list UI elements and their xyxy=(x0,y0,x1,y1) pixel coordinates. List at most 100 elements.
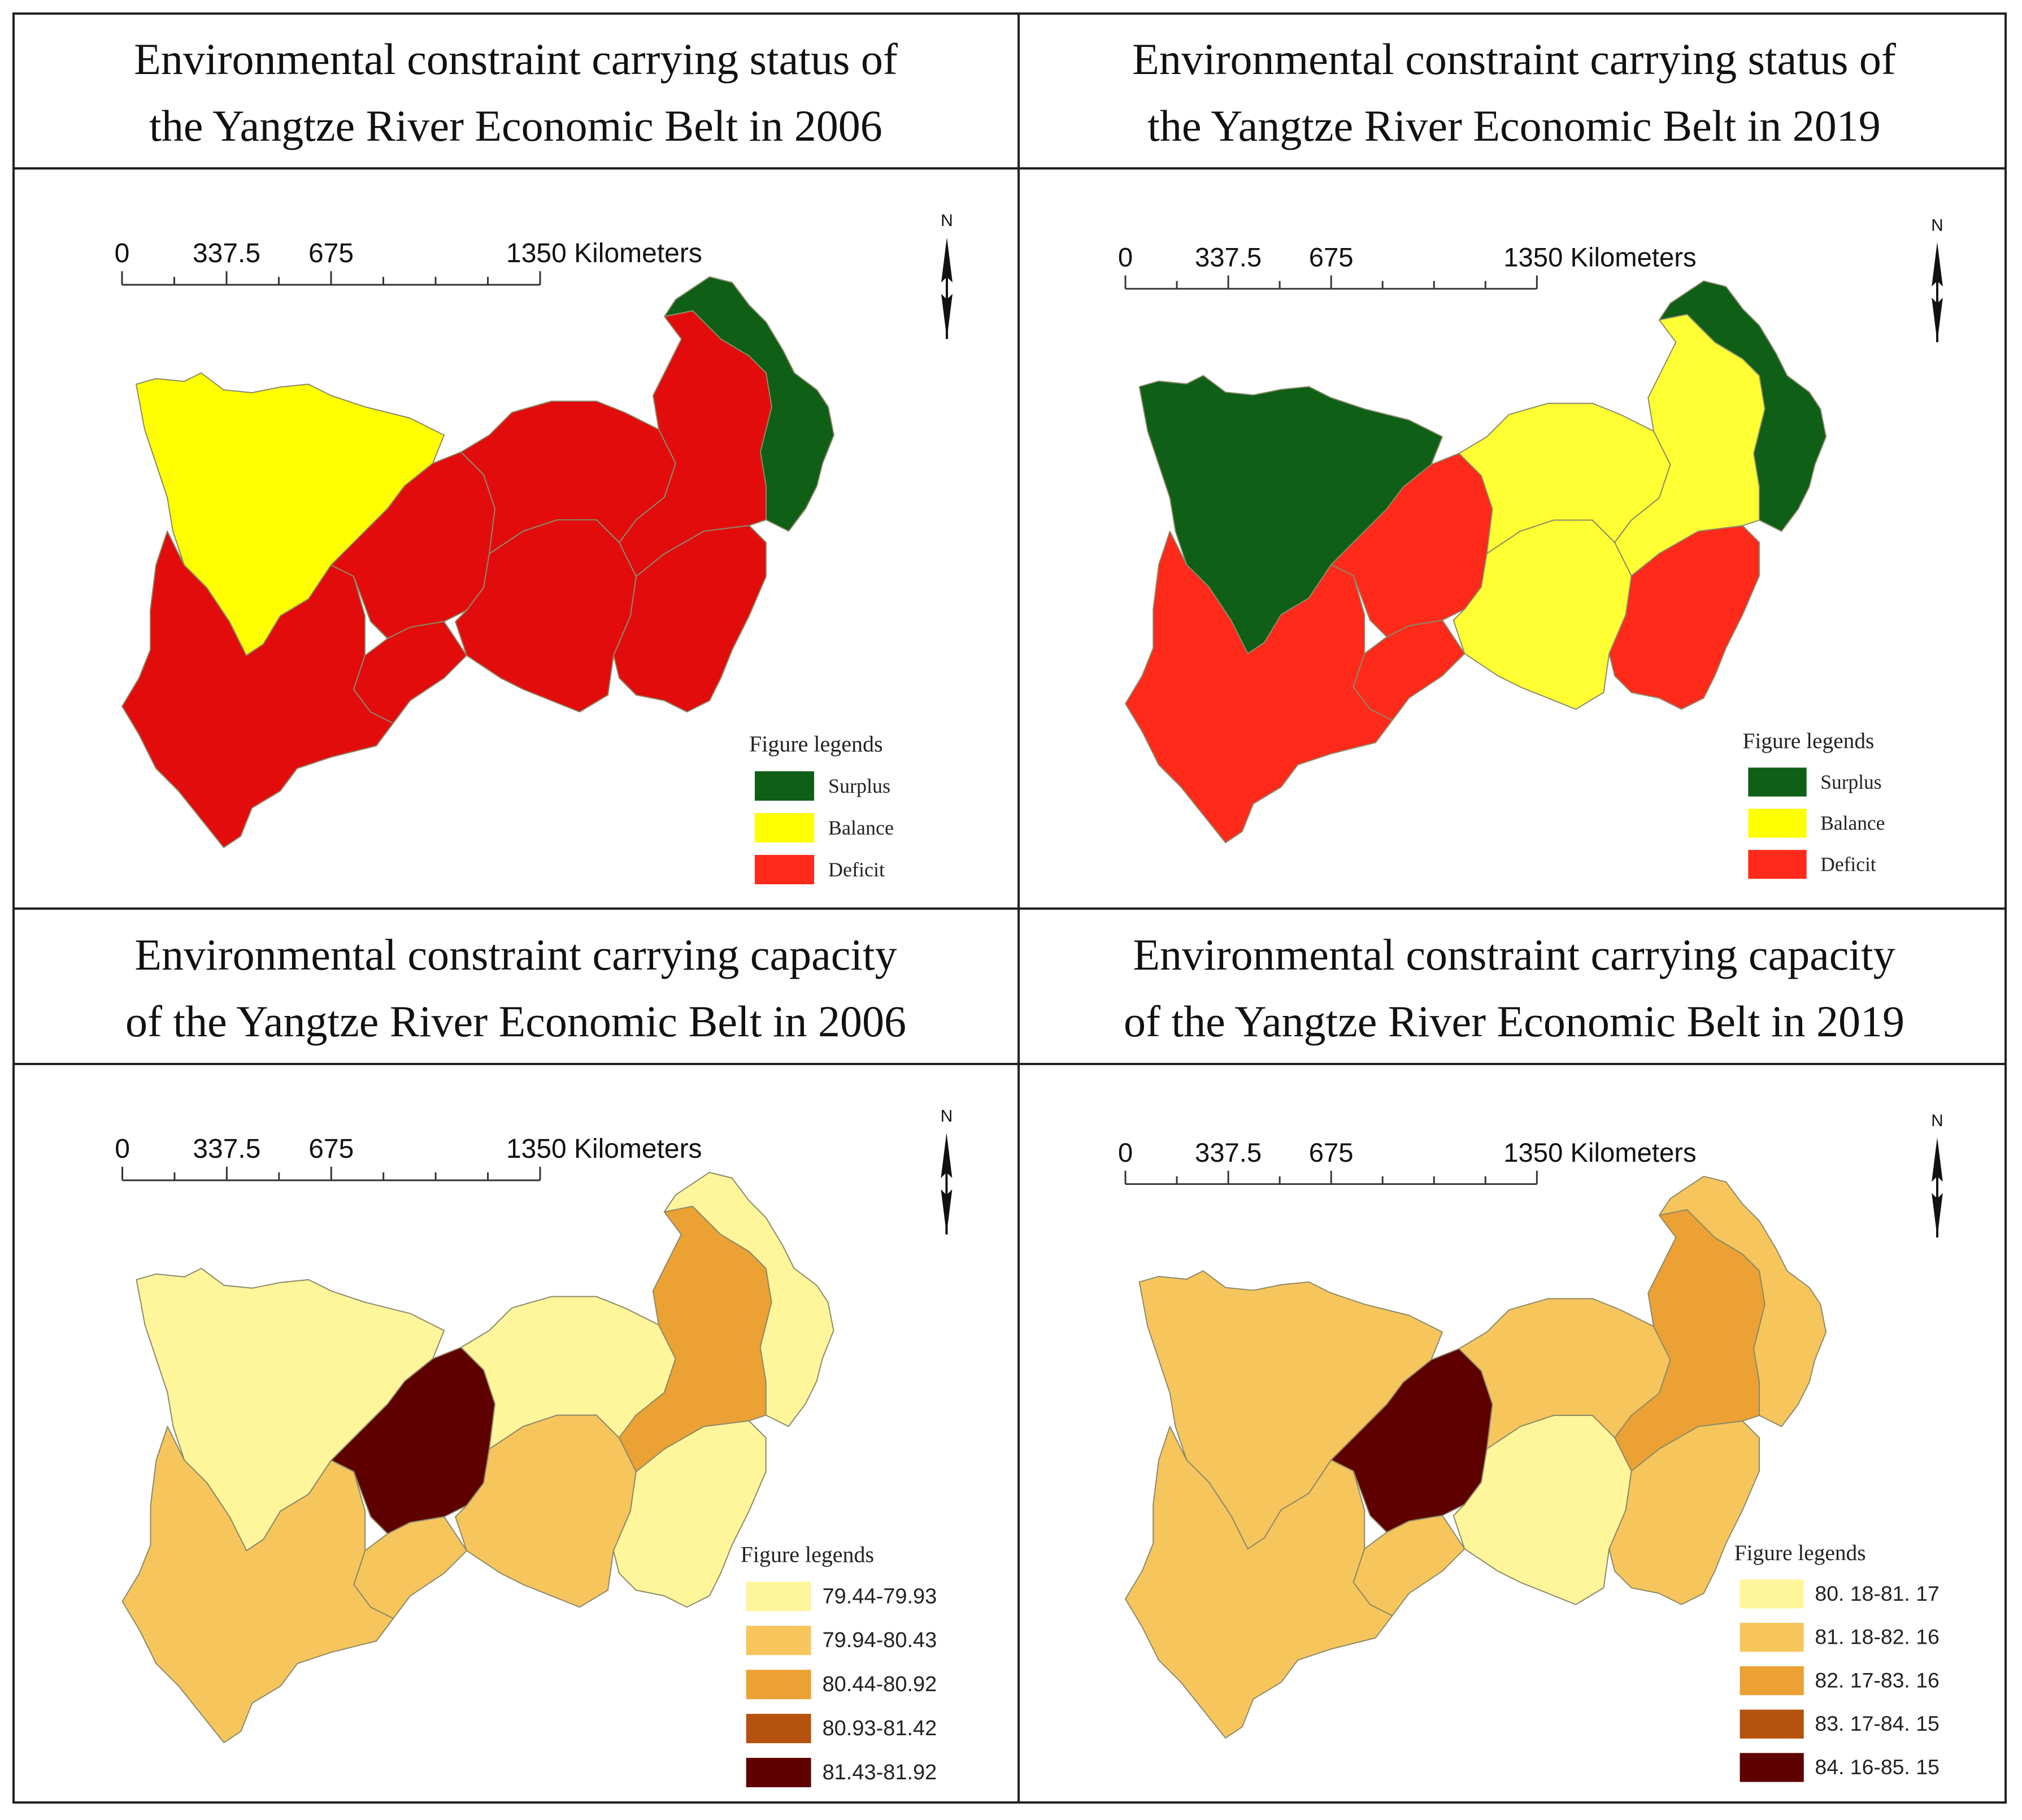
region-west-south xyxy=(1125,531,1393,844)
scale-tick-label: 1350 Kilometers xyxy=(1503,243,1696,273)
legend-label: Balance xyxy=(828,816,894,839)
scale-tick-label: 0 xyxy=(1118,1138,1133,1168)
legend: Figure legends 80. 18-81. 17 81. 18-82. 16… xyxy=(1734,1540,1940,1782)
scale-tick-label: 337.5 xyxy=(1195,243,1262,273)
legend-label: 83. 17-84. 15 xyxy=(1815,1712,1939,1735)
legend-item: 80.93-81.42 xyxy=(746,1714,937,1744)
north-label: N xyxy=(1931,216,1943,235)
legend-label: 84. 16-85. 15 xyxy=(1815,1755,1939,1779)
scale-tick-label: 337.5 xyxy=(193,238,260,268)
legend-item: 79.44-79.93 xyxy=(746,1582,937,1611)
scale-tick-label: 337.5 xyxy=(193,1134,260,1164)
title-line-2: of the Yangtze River Economic Belt in 20… xyxy=(125,997,907,1046)
title-divider-top xyxy=(15,167,2004,170)
legend-swatch xyxy=(1740,1623,1804,1652)
legend-label: Balance xyxy=(1820,812,1885,835)
map-status-2006: 0 337.5 675 1350 Kilometers N Figure legends S… xyxy=(115,211,953,884)
region-coast xyxy=(1658,280,1827,532)
legend-label: 82. 17-83. 16 xyxy=(1815,1668,1939,1692)
legend-swatch xyxy=(1748,850,1807,879)
legend-swatch xyxy=(755,855,814,884)
north-arrow: N xyxy=(941,211,953,339)
region-coast xyxy=(1658,1175,1827,1427)
title-divider-bottom xyxy=(15,1063,2004,1065)
north-arrow-icon xyxy=(1932,1137,1943,1182)
panel-title-capacity-2019: Environmental constraint carrying capaci… xyxy=(1020,922,2008,1055)
region-west-south xyxy=(121,1426,394,1744)
scale-tick-label: 0 xyxy=(115,238,130,268)
north-label: N xyxy=(941,1107,953,1126)
region-west-south xyxy=(1125,1426,1393,1739)
legend-swatch xyxy=(755,813,814,842)
legend-label: 79.94-80.43 xyxy=(823,1628,937,1652)
region-coast xyxy=(663,1171,834,1427)
title-line-1: Environmental constraint carrying status… xyxy=(134,34,898,84)
legend-swatch xyxy=(746,1670,811,1700)
legend-item: Deficit xyxy=(755,855,885,884)
legend-label: 80. 18-81. 17 xyxy=(1815,1582,1939,1605)
title-line-1: Environmental constraint carrying status… xyxy=(1132,34,1896,84)
legend-item: 81. 18-82. 16 xyxy=(1740,1623,1940,1652)
legend-title: Figure legends xyxy=(741,1541,874,1567)
legend-item: Surplus xyxy=(755,771,890,801)
map-regions xyxy=(1125,280,1827,844)
panel-title-status-2006: Environmental constraint carrying status… xyxy=(21,26,1010,159)
legend-item: 80.44-80.92 xyxy=(746,1670,937,1700)
legend-swatch xyxy=(1740,1709,1804,1739)
figure-frame: Environmental constraint carrying status… xyxy=(12,12,2007,1804)
scale-tick-label: 675 xyxy=(308,238,354,268)
legend-swatch xyxy=(1740,1579,1804,1609)
scale-bar: 0 337.5 675 1350 Kilometers xyxy=(1118,243,1697,290)
legend-label: 79.44-79.93 xyxy=(823,1584,937,1608)
legend-label: 80.44-80.92 xyxy=(823,1673,937,1696)
legend-title: Figure legends xyxy=(749,731,883,757)
map-status-2019: 0 337.5 675 1350 Kilometers N Figure legends S… xyxy=(1118,216,1943,879)
title-line-1: Environmental constraint carrying capaci… xyxy=(1133,930,1895,979)
north-arrow-icon xyxy=(1932,242,1943,287)
scale-tick-label: 675 xyxy=(1309,243,1354,273)
north-label: N xyxy=(1931,1111,1943,1130)
legend-item: 83. 17-84. 15 xyxy=(1740,1709,1940,1739)
legend-title: Figure legends xyxy=(1734,1540,1866,1565)
scale-tick-label: 1350 Kilometers xyxy=(1503,1138,1696,1168)
region-coast xyxy=(664,276,834,532)
legend-item: 84. 16-85. 15 xyxy=(1740,1753,1940,1782)
legend-label: 81. 18-82. 16 xyxy=(1815,1625,1939,1649)
legend-label: 81.43-81.92 xyxy=(823,1761,937,1784)
scale-tick-label: 0 xyxy=(1118,243,1133,273)
legend-swatch xyxy=(746,1582,811,1611)
legend: Figure legends Surplus Balance Deficit xyxy=(1742,728,1885,879)
scale-tick-label: 675 xyxy=(308,1134,354,1164)
legend-swatch xyxy=(746,1758,811,1788)
map-regions xyxy=(121,276,834,848)
legend-item: Deficit xyxy=(1748,850,1876,879)
scale-tick-label: 337.5 xyxy=(1195,1138,1262,1168)
legend-label: Surplus xyxy=(828,775,890,797)
region-west-south xyxy=(121,531,394,848)
legend-swatch xyxy=(746,1626,811,1656)
legend-swatch xyxy=(746,1714,811,1744)
scale-tick-label: 675 xyxy=(1309,1138,1354,1168)
legend-label: Surplus xyxy=(1820,771,1881,793)
region-far-south xyxy=(353,1516,468,1619)
title-line-2: the Yangtze River Economic Belt in 2006 xyxy=(149,101,882,150)
title-line-2: the Yangtze River Economic Belt in 2019 xyxy=(1147,101,1881,150)
map-regions xyxy=(121,1171,834,1744)
panel-divider-horizontal xyxy=(15,907,2004,910)
legend-title: Figure legends xyxy=(1742,728,1874,753)
legend-item: 82. 17-83. 16 xyxy=(1740,1666,1940,1696)
scale-bar: 0 337.5 675 1350 Kilometers xyxy=(1118,1138,1697,1185)
north-arrow-icon xyxy=(941,237,953,283)
north-label: N xyxy=(941,211,953,230)
panel-title-status-2019: Environmental constraint carrying status… xyxy=(1020,26,2008,159)
panel-title-capacity-2006: Environmental constraint carrying capaci… xyxy=(21,922,1010,1055)
scale-tick-label: 0 xyxy=(115,1134,130,1164)
map-capacity-2006: 0 337.5 675 1350 Kilometers N Figure legends 7… xyxy=(115,1107,953,1788)
legend-swatch xyxy=(1740,1666,1804,1696)
scale-tick-label: 1350 Kilometers xyxy=(506,1134,702,1164)
legend-item: 81.43-81.92 xyxy=(746,1758,937,1788)
map-capacity-2019: 0 337.5 675 1350 Kilometers N Figure legends 8… xyxy=(1118,1111,1943,1782)
legend-item: Balance xyxy=(755,813,894,842)
scale-bar: 0 337.5 675 1350 Kilometers xyxy=(115,238,702,286)
legend-item: Surplus xyxy=(1748,767,1882,797)
